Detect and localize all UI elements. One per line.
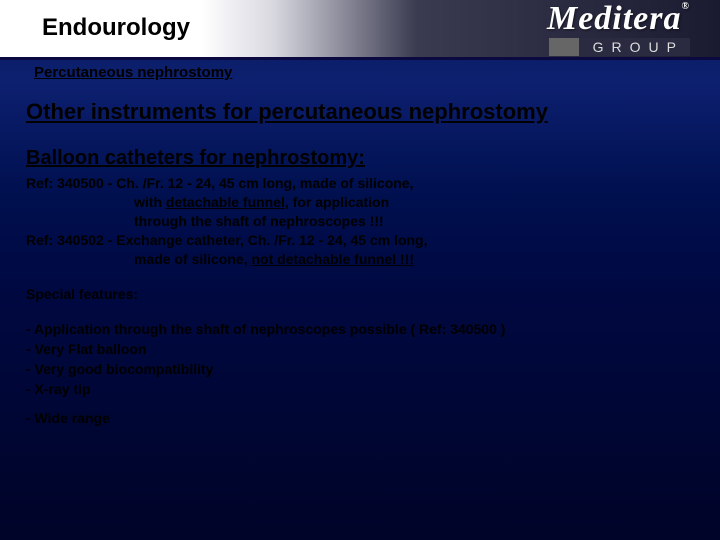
features-list: - Application through the shaft of nephr… <box>26 320 694 427</box>
reference-block: Ref: 340500 - Ch. /Fr. 12 - 24, 45 cm lo… <box>26 174 694 268</box>
page-subcategory: Percutaneous nephrostomy <box>0 60 720 81</box>
ref-underline: not detachable funnel !!! <box>251 251 414 267</box>
header-bar: Endourology Meditera® GROUP <box>0 0 720 60</box>
ref-text: made of silicone, <box>134 251 251 267</box>
brand-logo: Meditera® GROUP <box>547 2 690 56</box>
sub-heading: Balloon catheters for nephrostomy: <box>26 147 694 170</box>
ref-line: Ref: 340500 - Ch. /Fr. 12 - 24, 45 cm lo… <box>26 174 694 193</box>
page-category: Endourology <box>42 14 190 42</box>
ref-line: with detachable funnel, for application <box>26 193 694 212</box>
ref-text: for application <box>289 194 389 210</box>
feature-item: - Very Flat balloon <box>26 340 694 359</box>
ref-line: through the shaft of nephroscopes !!! <box>26 212 694 231</box>
content-area: Other instruments for percutaneous nephr… <box>0 81 720 428</box>
features-heading: Special features: <box>26 286 694 302</box>
main-heading: Other instruments for percutaneous nephr… <box>26 99 694 125</box>
ref-text: with <box>134 194 166 210</box>
logo-subtext: GROUP <box>549 38 690 56</box>
feature-item: - Application through the shaft of nephr… <box>26 320 694 339</box>
registered-icon: ® <box>682 1 690 12</box>
ref-underline: detachable funnel, <box>166 194 289 210</box>
logo-text: Meditera® <box>547 2 690 36</box>
logo-main-text: Meditera <box>547 0 682 37</box>
feature-item: - Very good biocompatibility <box>26 360 694 379</box>
ref-line: Ref: 340502 - Exchange catheter, Ch. /Fr… <box>26 231 694 250</box>
feature-item: - X-ray tip <box>26 380 694 399</box>
ref-line: made of silicone, not detachable funnel … <box>26 250 694 269</box>
feature-item: - Wide range <box>26 409 694 428</box>
